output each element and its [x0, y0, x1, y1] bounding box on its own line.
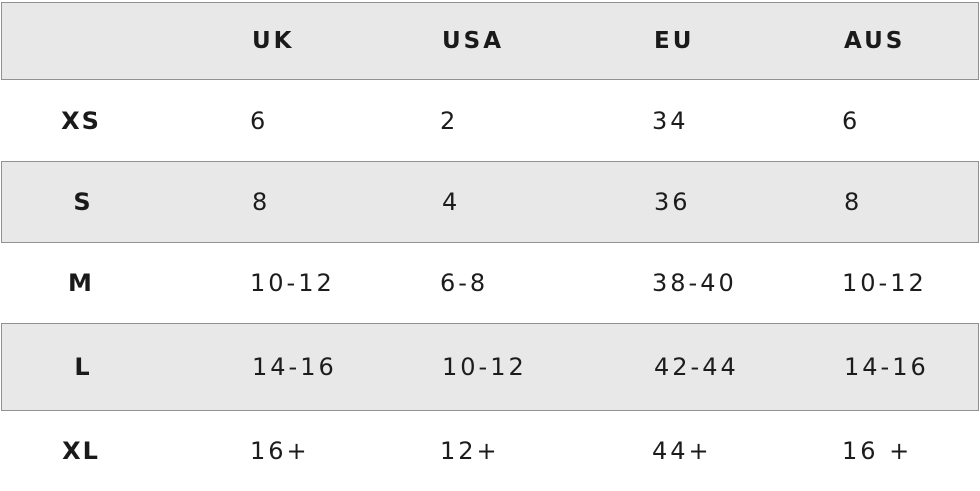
row-label-xs: XS: [61, 106, 101, 135]
table-row-l: L 14-16 10-12 42-44 14-16: [1, 323, 979, 411]
row-label-m: M: [68, 269, 94, 297]
cell-xl-eu: 44+: [652, 437, 712, 465]
cell-xl-aus: 16 +: [842, 437, 913, 465]
cell-m-uk: 10-12: [250, 269, 335, 297]
cell-s-aus: 8: [844, 188, 863, 216]
column-header-usa: USA: [442, 28, 505, 54]
table-row-s: S 8 4 36 8: [1, 161, 979, 243]
cell-m-usa: 6-8: [440, 269, 489, 297]
column-header-uk: UK: [252, 28, 295, 54]
cell-s-eu: 36: [654, 188, 691, 216]
table-row-xs: XS 6 2 34 6: [0, 80, 980, 161]
cell-xs-uk: 6: [250, 106, 269, 135]
cell-m-aus: 10-12: [842, 269, 927, 297]
cell-m-eu: 38-40: [652, 269, 737, 297]
row-label-s: S: [73, 188, 93, 216]
cell-xs-usa: 2: [440, 106, 459, 135]
column-header-eu: EU: [654, 28, 695, 54]
column-header-aus: AUS: [844, 28, 906, 54]
cell-l-eu: 42-44: [654, 353, 739, 381]
cell-l-usa: 10-12: [442, 353, 527, 381]
row-label-xl: XL: [62, 437, 100, 465]
table-row-xl: XL 16+ 12+ 44+ 16 +: [0, 411, 980, 491]
cell-s-uk: 8: [252, 188, 271, 216]
cell-xl-uk: 16+: [250, 437, 310, 465]
cell-l-aus: 14-16: [844, 353, 929, 381]
cell-xl-usa: 12+: [440, 437, 500, 465]
header-row: UK USA EU AUS: [1, 2, 979, 80]
table-row-m: M 10-12 6-8 38-40 10-12: [0, 243, 980, 323]
cell-xs-aus: 6: [842, 106, 861, 135]
row-label-l: L: [74, 353, 92, 381]
cell-xs-eu: 34: [652, 106, 689, 135]
cell-s-usa: 4: [442, 188, 461, 216]
cell-l-uk: 14-16: [252, 353, 337, 381]
